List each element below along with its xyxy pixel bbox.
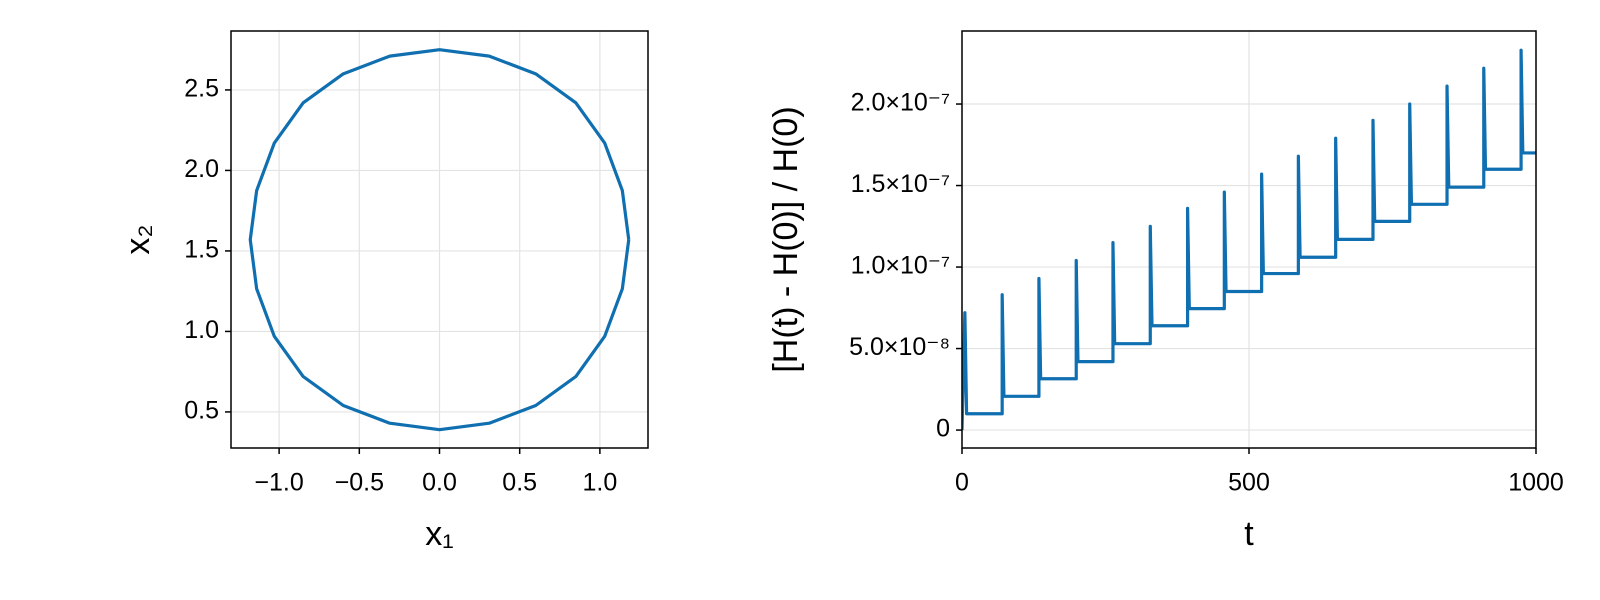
axes-frame: [230, 30, 649, 449]
y-tick-label: 2.5: [184, 75, 219, 103]
plot-area: [962, 48, 1536, 431]
x-tick-label: 0: [955, 469, 969, 497]
x-tick-label: 1000: [1508, 469, 1564, 497]
axes: −1.0 −0.5 0.0 0.5 1.0 0.5 1.0 1.5 2.0 2.5 x₁ x₂: [119, 30, 649, 553]
plot-area: [248, 48, 631, 432]
y-tick-label: 1.0: [184, 316, 219, 344]
y-tick-label: 1.5×10⁻⁷: [851, 170, 950, 198]
x-tick-label: 0.5: [502, 469, 537, 497]
x-tick-label: −1.0: [254, 469, 303, 497]
y-tick-label: 2.0×10⁻⁷: [851, 89, 950, 117]
y-tick-label: 1.0×10⁻⁷: [851, 252, 950, 280]
axes-frame: [961, 30, 1537, 449]
x-tick-label: −0.5: [335, 469, 384, 497]
y-axis-label: [H(t) - H(0)] / H(0): [767, 106, 805, 372]
y-tick-label: 0.5: [184, 397, 219, 425]
y-tick-label: 1.5: [184, 236, 219, 264]
y-axis-label: x₂: [119, 224, 157, 254]
x-axis-label: x₁: [425, 515, 453, 553]
data-line: [962, 48, 1536, 431]
x-tick-label: 0.0: [422, 469, 457, 497]
data-line: [248, 48, 631, 432]
x-tick-label: 1.0: [583, 469, 618, 497]
x-tick-label: 500: [1228, 469, 1270, 497]
y-tick-label: 2.0: [184, 155, 219, 183]
axes: 0 500 1000 0 5.0×10⁻⁸ 1.0×10⁻⁷ 1.5×10⁻⁷ 2.0×10⁻…: [767, 30, 1564, 553]
x-axis-label: t: [1244, 515, 1254, 553]
y-tick-label: 5.0×10⁻⁸: [849, 333, 950, 361]
y-tick-label: 0: [936, 415, 950, 443]
